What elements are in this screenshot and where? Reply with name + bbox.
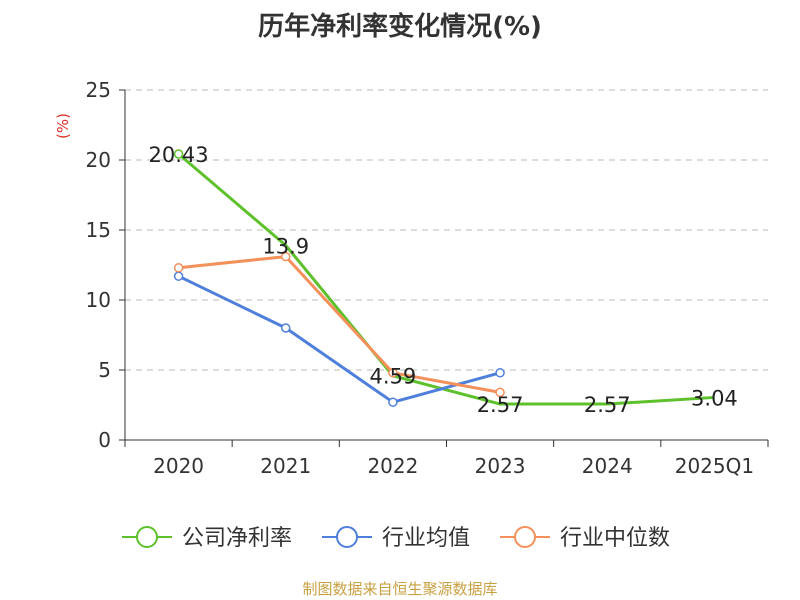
data-label: 13.9 bbox=[262, 234, 309, 258]
data-point bbox=[281, 323, 291, 333]
x-tick-label: 2022 bbox=[367, 454, 418, 478]
data-point bbox=[173, 263, 184, 273]
data-point bbox=[281, 251, 291, 262]
series-lines bbox=[173, 149, 715, 407]
data-label: 3.04 bbox=[691, 386, 738, 410]
source-note: 制图数据来自恒生聚源数据库 bbox=[302, 580, 498, 598]
data-labels: 20.43 13.9 4.59 2.57 2.57 3.04 bbox=[149, 143, 738, 417]
x-tick-label: 2025Q1 bbox=[675, 454, 754, 478]
legend-marker bbox=[336, 526, 358, 548]
chart-title: 历年净利率变化情况(%) bbox=[258, 12, 542, 42]
y-tick-label: 20 bbox=[86, 148, 111, 172]
data-label: 2.57 bbox=[584, 393, 631, 417]
y-tick-label: 15 bbox=[86, 218, 111, 242]
legend: 公司净利率 行业均值 行业中位数 bbox=[122, 526, 670, 551]
grid-lines bbox=[125, 89, 768, 371]
data-point bbox=[495, 368, 505, 378]
data-point bbox=[388, 397, 398, 407]
data-label: 4.59 bbox=[370, 365, 417, 389]
x-tick-label: 2021 bbox=[260, 454, 311, 478]
legend-label: 行业均值 bbox=[382, 526, 470, 551]
data-point bbox=[173, 271, 184, 281]
y-tick-label: 10 bbox=[86, 288, 111, 312]
data-point bbox=[388, 368, 398, 378]
x-tick-label: 2024 bbox=[582, 454, 633, 478]
legend-label: 行业中位数 bbox=[560, 526, 670, 551]
y-tick-label: 25 bbox=[86, 78, 111, 102]
series-line-0 bbox=[177, 152, 715, 406]
data-point bbox=[173, 149, 184, 159]
data-point bbox=[495, 387, 505, 398]
legend-marker bbox=[514, 526, 536, 548]
legend-label: 公司净利率 bbox=[182, 526, 292, 551]
y-tick-label: 5 bbox=[98, 358, 111, 382]
data-label: 20.43 bbox=[149, 143, 209, 167]
x-tick-label: 2023 bbox=[475, 454, 526, 478]
y-tick-label: 0 bbox=[98, 428, 111, 452]
data-label: 2.57 bbox=[477, 393, 524, 417]
x-tick-label: 2020 bbox=[153, 454, 204, 478]
series-line-1 bbox=[177, 274, 501, 404]
legend-marker bbox=[136, 526, 158, 548]
series-line-2 bbox=[178, 255, 501, 394]
axes: 0 5 10 15 20 25 2020 2021 2022 2023 2024 2025Q1 bbox=[86, 78, 769, 478]
y-axis-unit-label: (%) bbox=[54, 113, 72, 139]
